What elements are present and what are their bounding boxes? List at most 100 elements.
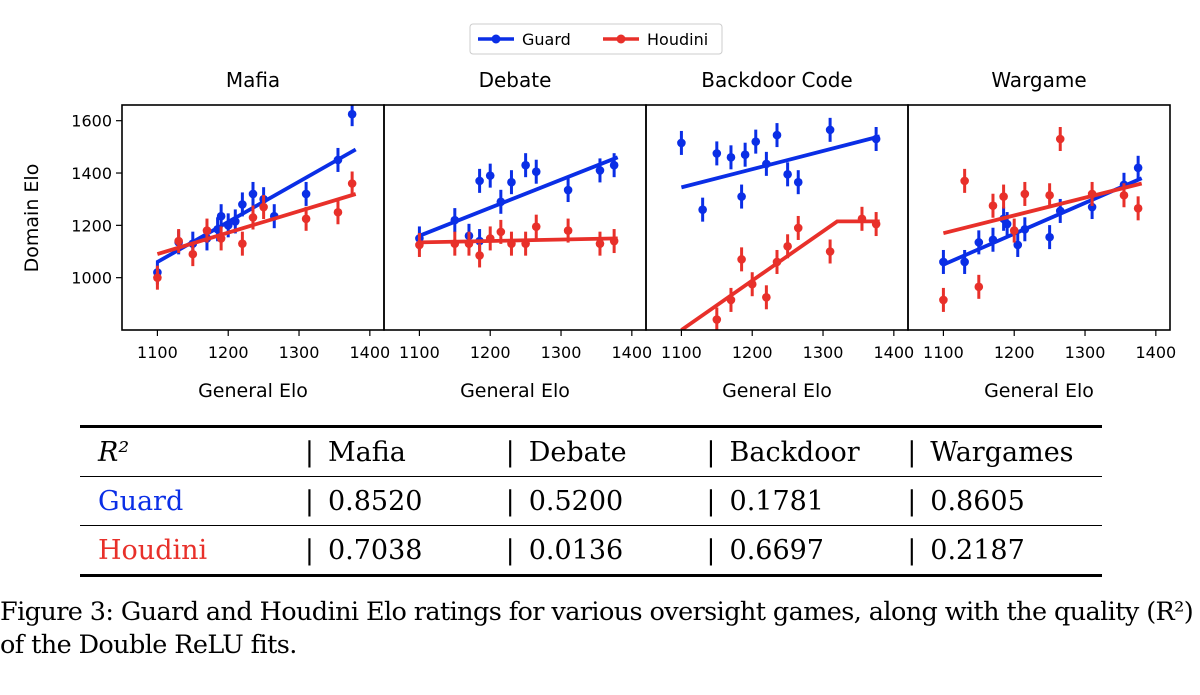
data-point-guard (740, 150, 750, 160)
data-point-houdini (726, 295, 736, 305)
x-axis-label: General Elo (722, 380, 832, 402)
x-tick-label: 1400 (611, 343, 652, 362)
data-point-houdini (999, 192, 1008, 201)
data-point-houdini (1133, 204, 1143, 213)
data-point-guard (450, 215, 460, 225)
data-point-houdini (595, 239, 605, 248)
data-point-houdini (762, 292, 771, 302)
panel-title: Debate (479, 68, 552, 92)
data-point-houdini (475, 251, 484, 260)
x-tick-label: 1200 (208, 343, 249, 362)
data-point-houdini (747, 279, 757, 289)
legend-marker-houdini (616, 34, 626, 44)
table-header-backdoor: | Backdoor (700, 425, 902, 477)
x-axis-label: General Elo (460, 380, 570, 402)
table-cell: | 0.2187 (901, 525, 1102, 577)
elo-figure: Guard Houdini Mafia 1100 1200 1300 1400 Genera… (21, 23, 1176, 402)
panel-wargame: Wargame 1100 1200 1300 1400 General Elo (907, 68, 1176, 402)
data-point-houdini (464, 239, 474, 248)
y-axis-label: Domain Elo (21, 164, 43, 273)
data-point-guard (216, 211, 226, 221)
x-tick-label: 1100 (399, 343, 440, 362)
table-cell: | 0.7038 (298, 525, 500, 577)
legend-marker-guard (491, 34, 501, 44)
data-point-houdini (507, 239, 516, 248)
legend: Guard Houdini (469, 23, 723, 55)
data-point-guard (737, 192, 746, 201)
data-point-guard (496, 197, 506, 207)
data-point-guard (793, 177, 803, 187)
figure-caption: Figure 3: Guard and Houdini Elo ratings … (0, 597, 1194, 660)
data-point-guard (475, 176, 484, 186)
data-point-houdini (333, 207, 343, 217)
x-tick-label: 1100 (137, 343, 178, 362)
panel-title: Backdoor Code (701, 68, 853, 92)
data-point-houdini (531, 222, 541, 231)
data-point-houdini (202, 226, 212, 235)
x-tick-label: 1400 (1135, 343, 1176, 362)
data-point-houdini (153, 273, 162, 282)
data-point-guard (783, 170, 792, 179)
data-point-houdini (259, 202, 268, 212)
x-tick-label: 1300 (541, 343, 582, 362)
r2-table: R² | Mafia | Debate | Backdoor | Wargames Gu… (80, 425, 1102, 577)
data-point-guard (531, 167, 541, 177)
x-axis-label: General Elo (198, 380, 308, 402)
data-point-houdini (793, 223, 803, 233)
table-cell: | 0.6697 (700, 525, 902, 577)
data-point-guard (1055, 206, 1065, 216)
x-tick-label: 1200 (994, 343, 1035, 362)
data-point-guard (1133, 163, 1143, 173)
data-point-guard (333, 155, 343, 165)
data-point-guard (563, 185, 573, 195)
table-header-debate: | Debate (499, 425, 701, 477)
data-point-houdini (1055, 134, 1065, 144)
x-tick-label: 1400 (349, 343, 390, 362)
data-point-houdini (188, 249, 198, 259)
data-point-houdini (712, 315, 722, 324)
legend-label-guard: Guard (522, 30, 571, 49)
data-point-guard (974, 238, 984, 247)
data-point-guard (1087, 202, 1097, 212)
legend-box (469, 23, 723, 55)
y-tick-label: 1400 (71, 164, 112, 183)
table-cell: | 0.8605 (901, 476, 1102, 526)
fit-line-guard (418, 155, 619, 238)
data-point-guard (507, 177, 516, 187)
data-point-guard (712, 149, 722, 158)
panels: Mafia 1100 1200 1300 1400 General Elo 1000 1200… (71, 68, 1176, 402)
data-point-houdini (496, 227, 506, 237)
table-row-guard: Guard | 0.8520 | 0.5200 | 0.1781 | 0.8605 (80, 476, 1102, 526)
data-point-guard (1020, 224, 1030, 234)
data-point-houdini (238, 239, 247, 248)
data-point-houdini (1045, 190, 1054, 200)
data-point-guard (301, 189, 311, 199)
data-point-houdini (988, 201, 998, 211)
data-point-guard (1002, 219, 1012, 229)
data-point-guard (698, 205, 707, 214)
fit-line-houdini (156, 192, 357, 256)
x-tick-label: 1400 (873, 343, 914, 362)
data-point-houdini (521, 239, 530, 248)
data-point-guard (238, 200, 247, 209)
data-point-guard (871, 134, 881, 144)
table-cell: | 0.1781 (700, 476, 902, 526)
data-point-guard (677, 138, 686, 148)
legend-label-houdini: Houdini (647, 30, 708, 49)
data-point-houdini (563, 226, 573, 235)
data-point-houdini (1020, 189, 1030, 199)
data-point-guard (521, 160, 530, 170)
data-point-guard (1013, 240, 1023, 250)
data-point-guard (772, 130, 782, 140)
table-row-houdini: Houdini | 0.7038 | 0.0136 | 0.6697 | 0.2187 (80, 525, 1102, 577)
data-point-houdini (939, 295, 948, 305)
data-point-guard (751, 137, 761, 146)
table-header-r2: R² (80, 425, 299, 477)
panel-mafia: Mafia 1100 1200 1300 1400 General Elo 1000 1200… (71, 68, 390, 402)
x-tick-label: 1100 (661, 343, 702, 362)
data-point-guard (248, 189, 258, 199)
data-point-houdini (1009, 226, 1019, 235)
data-point-houdini (857, 214, 867, 224)
data-point-guard (988, 235, 998, 245)
y-tick-label: 1200 (71, 216, 112, 235)
